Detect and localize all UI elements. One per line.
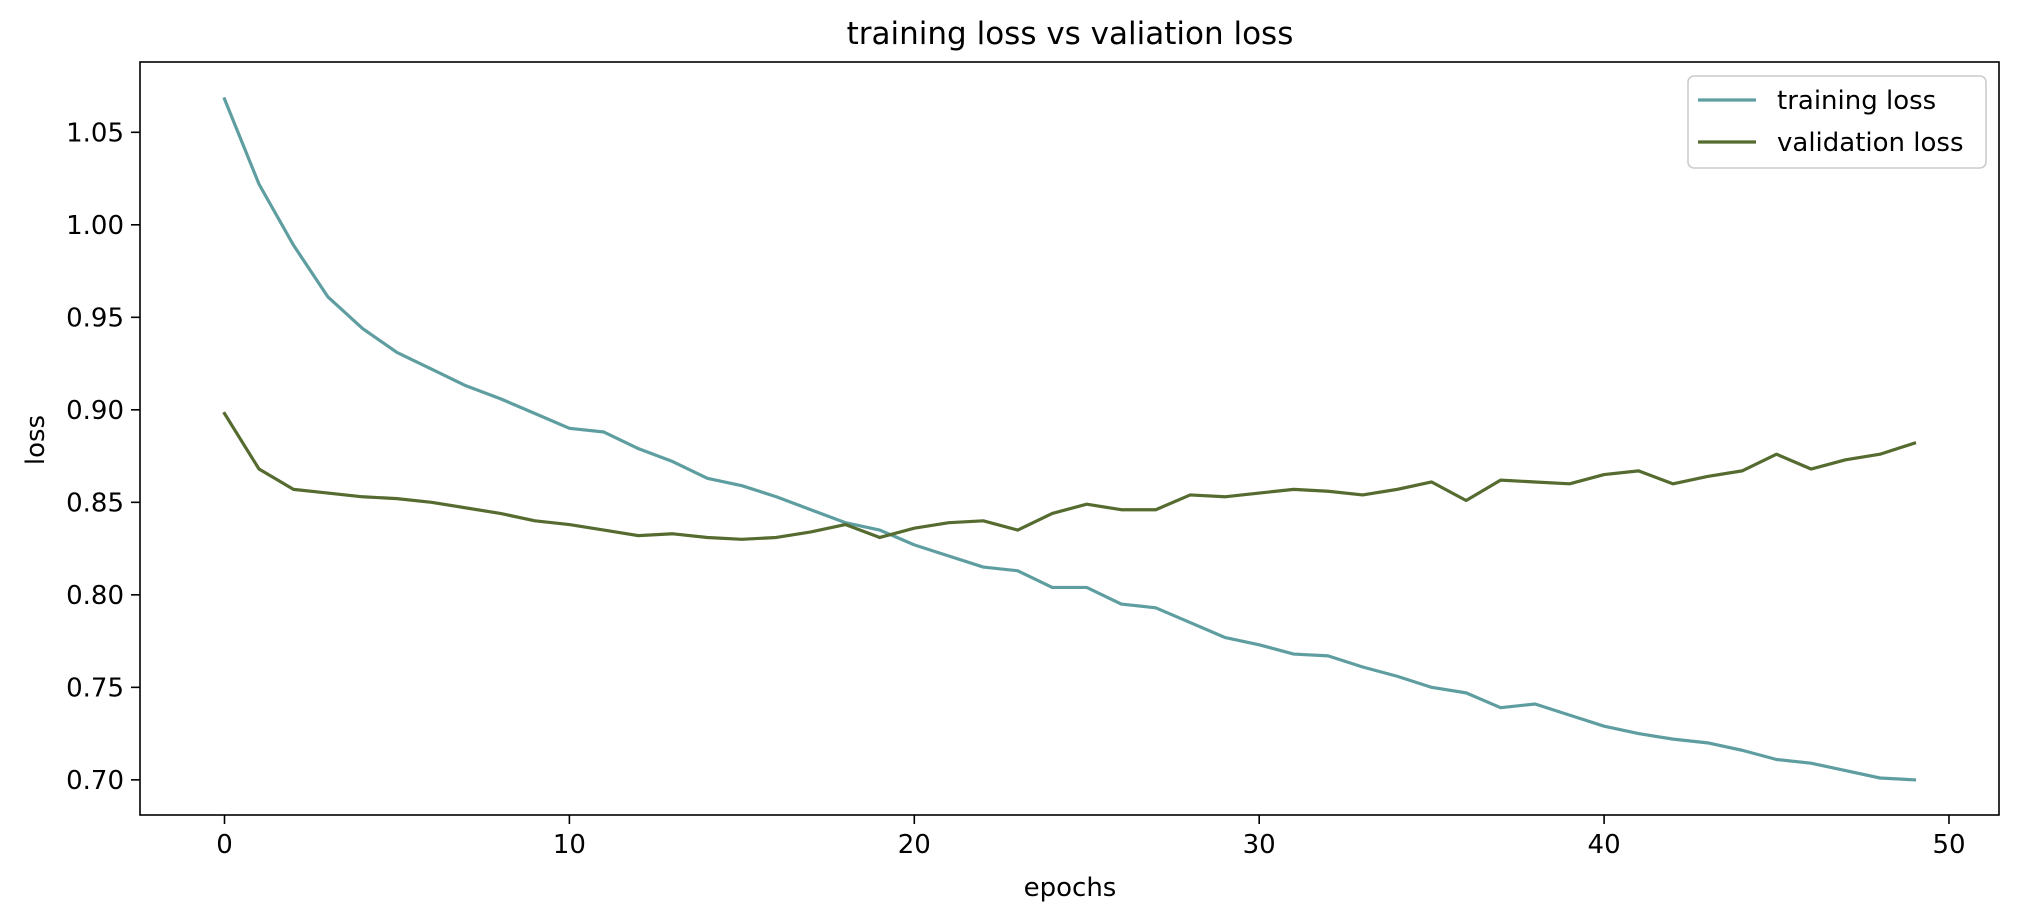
legend-label-validation-loss: validation loss [1777, 128, 1964, 158]
y-tick-label: 1.05 [66, 118, 124, 148]
y-axis-ticks: 0.70 0.75 0.80 0.85 0.90 0.95 1.00 1.05 [66, 118, 140, 796]
y-axis-label: loss [21, 415, 51, 465]
x-axis-ticks: 0 10 20 30 40 50 [216, 815, 1966, 860]
x-tick-label: 0 [216, 830, 233, 860]
legend: training loss validation loss [1687, 75, 1987, 169]
y-tick-label: 0.80 [66, 581, 124, 611]
x-axis-label: epochs [1024, 873, 1117, 903]
x-tick-label: 10 [553, 830, 586, 860]
y-tick-label: 0.70 [66, 766, 124, 796]
series-lines [222, 96, 1917, 782]
legend-label-training-loss: training loss [1777, 86, 1936, 116]
plot-frame [139, 61, 2000, 816]
chart-title: training loss vs valiation loss [847, 16, 1294, 52]
series-line-validation-loss [222, 411, 1917, 541]
x-tick-label: 40 [1588, 830, 1621, 860]
legend-box [1687, 75, 1987, 169]
x-tick-label: 50 [1932, 830, 1965, 860]
series-line-training-loss [222, 96, 1917, 782]
y-tick-label: 0.75 [66, 673, 124, 703]
x-tick-label: 20 [898, 830, 931, 860]
y-tick-label: 0.90 [66, 396, 124, 426]
y-tick-label: 1.00 [66, 211, 124, 241]
y-tick-label: 0.85 [66, 488, 124, 518]
y-tick-label: 0.95 [66, 303, 124, 333]
x-tick-label: 30 [1243, 830, 1276, 860]
